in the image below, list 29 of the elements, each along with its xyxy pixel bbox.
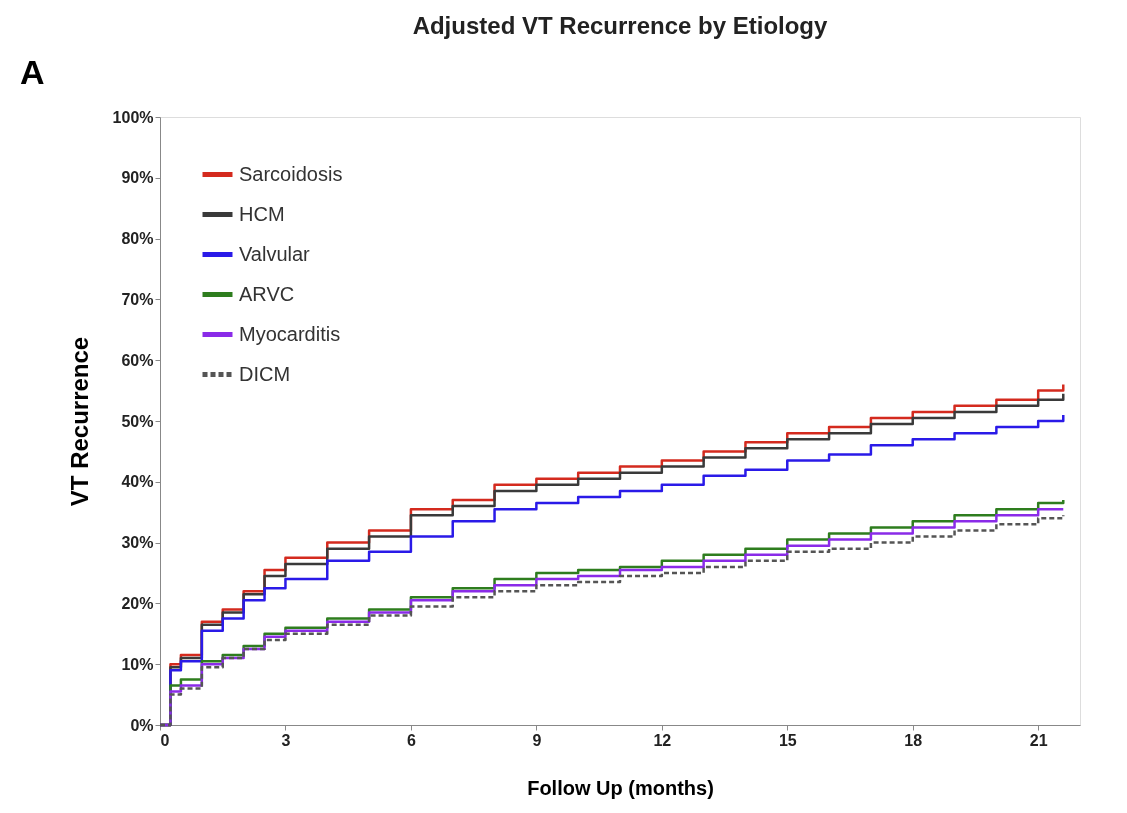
y-tick-label: 70%	[121, 290, 154, 308]
legend-label: DICM	[239, 362, 291, 385]
x-tick-label: 15	[778, 731, 797, 749]
text: A	[20, 53, 45, 91]
x-tick-label: 9	[532, 731, 542, 749]
y-tick-label: 50%	[121, 412, 154, 430]
x-tick-label: 12	[653, 731, 672, 749]
chart-title: Adjusted VT Recurrence by Etiology	[412, 12, 829, 39]
x-tick-label: 21	[1029, 731, 1048, 749]
legend-label: HCM	[239, 202, 285, 225]
y-tick-label: 10%	[121, 655, 154, 673]
y-tick-label: 100%	[112, 108, 154, 126]
y-tick-label: 20%	[121, 594, 154, 612]
legend-label: ARVC	[239, 282, 295, 305]
y-tick-label: 90%	[121, 169, 154, 187]
y-tick-label: 80%	[121, 230, 154, 248]
y-axis-title: VT Recurrence	[65, 336, 93, 507]
x-tick-label: 0	[160, 731, 170, 749]
y-tick-label: 60%	[121, 351, 154, 369]
y-tick-label: 30%	[121, 534, 154, 552]
x-axis-title: Follow Up (months)	[527, 776, 714, 799]
legend-label: Valvular	[239, 242, 311, 265]
y-tick-label: 0%	[130, 716, 154, 734]
x-tick-label: 3	[281, 731, 291, 749]
y-tick-label: 40%	[121, 473, 154, 491]
legend-label: Sarcoidosis	[239, 162, 343, 185]
x-tick-label: 18	[904, 731, 923, 749]
x-tick-label: 6	[406, 731, 416, 749]
legend-label: Myocarditis	[239, 322, 341, 345]
